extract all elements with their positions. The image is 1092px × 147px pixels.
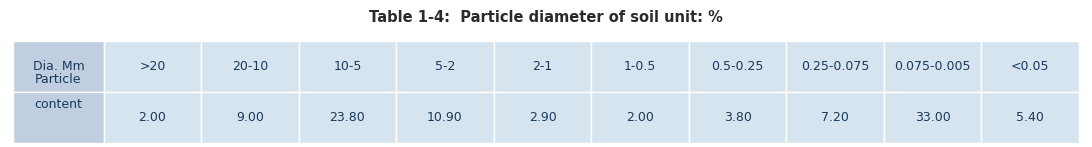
Text: 1-0.5: 1-0.5 bbox=[624, 60, 656, 73]
Text: >20: >20 bbox=[140, 60, 166, 73]
Text: 2.00: 2.00 bbox=[626, 111, 654, 124]
Bar bbox=[201, 41, 299, 92]
Bar bbox=[396, 41, 494, 92]
Bar bbox=[883, 41, 982, 92]
Text: Table 1-4:  Particle diameter of soil unit: %: Table 1-4: Particle diameter of soil uni… bbox=[369, 10, 723, 25]
Bar bbox=[494, 92, 591, 143]
Bar bbox=[883, 92, 982, 143]
Bar bbox=[104, 92, 201, 143]
Bar bbox=[982, 92, 1079, 143]
Text: 7.20: 7.20 bbox=[821, 111, 850, 124]
Bar bbox=[13, 92, 104, 143]
Bar bbox=[591, 92, 689, 143]
Text: Dia. Mm: Dia. Mm bbox=[33, 60, 84, 73]
Text: 3.80: 3.80 bbox=[724, 111, 751, 124]
Text: 0.25-0.075: 0.25-0.075 bbox=[800, 60, 869, 73]
Text: 9.00: 9.00 bbox=[236, 111, 264, 124]
Bar bbox=[689, 92, 786, 143]
Text: 23.80: 23.80 bbox=[330, 111, 366, 124]
Text: 5-2: 5-2 bbox=[435, 60, 455, 73]
Text: 5.40: 5.40 bbox=[1017, 111, 1044, 124]
Text: 2-1: 2-1 bbox=[533, 60, 553, 73]
Bar bbox=[786, 41, 883, 92]
Text: 2.00: 2.00 bbox=[139, 111, 166, 124]
Bar bbox=[13, 41, 104, 92]
Bar bbox=[299, 92, 396, 143]
Bar bbox=[494, 41, 591, 92]
Text: 20-10: 20-10 bbox=[232, 60, 269, 73]
Bar bbox=[982, 41, 1079, 92]
Text: 33.00: 33.00 bbox=[915, 111, 950, 124]
Bar bbox=[689, 41, 786, 92]
Bar bbox=[299, 41, 396, 92]
Text: 10.90: 10.90 bbox=[427, 111, 463, 124]
Text: 2.90: 2.90 bbox=[529, 111, 557, 124]
Text: <0.05: <0.05 bbox=[1011, 60, 1049, 73]
Text: Particle
content: Particle content bbox=[35, 73, 82, 111]
Bar bbox=[591, 41, 689, 92]
Text: 0.075-0.005: 0.075-0.005 bbox=[894, 60, 971, 73]
Bar bbox=[104, 41, 201, 92]
Bar bbox=[396, 92, 494, 143]
Text: 0.5-0.25: 0.5-0.25 bbox=[711, 60, 763, 73]
Bar bbox=[786, 92, 883, 143]
Bar bbox=[201, 92, 299, 143]
Text: 10-5: 10-5 bbox=[333, 60, 361, 73]
